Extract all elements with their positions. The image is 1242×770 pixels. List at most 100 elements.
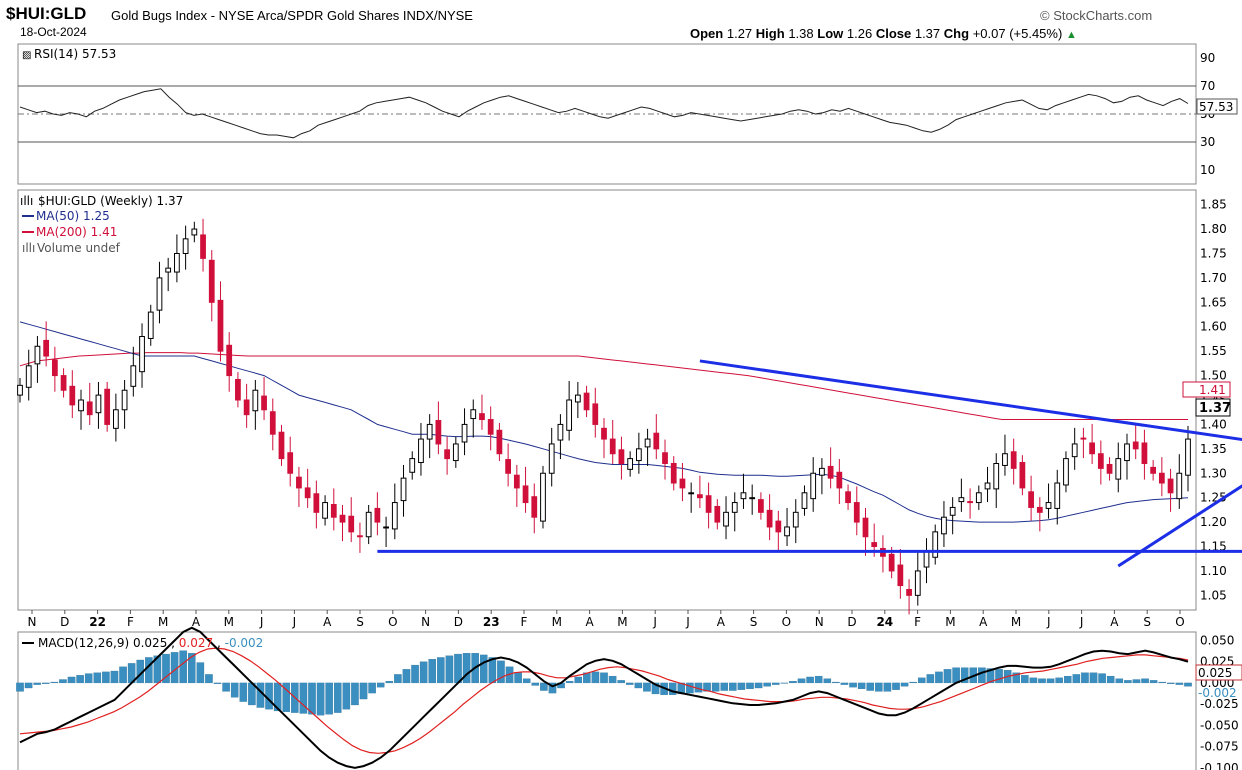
candle-body: [34, 345, 41, 365]
candle-body: [104, 388, 111, 425]
candle-body: [121, 389, 128, 411]
macd-histogram-bar: [917, 677, 926, 684]
macd-tick-label: -0.075: [1200, 740, 1239, 754]
macd-histogram-bar: [754, 682, 763, 689]
macd-histogram-bar: [1021, 675, 1029, 684]
x-tick-label: O: [388, 615, 397, 629]
candle-body: [313, 493, 320, 513]
candle-body: [1124, 443, 1130, 462]
x-tick-label: S: [356, 615, 364, 629]
macd-histogram-bar: [840, 682, 849, 685]
candle-body: [235, 378, 241, 401]
macd-histogram-bar: [33, 682, 41, 685]
macd-histogram-bar: [1098, 673, 1106, 684]
macd-histogram-bar: [385, 681, 394, 684]
macd-histogram-bar: [67, 676, 76, 684]
macd-histogram-bar: [16, 682, 24, 692]
candle-body: [113, 409, 119, 429]
candle-body: [714, 505, 721, 523]
price-tick-label: 1.30: [1200, 466, 1227, 480]
x-tick-label: J: [1079, 615, 1084, 629]
candle-body: [261, 395, 267, 411]
macd-histogram-bar: [145, 657, 153, 684]
price-tick-label: 1.80: [1200, 222, 1227, 236]
x-tick-label: 22: [89, 615, 106, 629]
low-label: Low: [817, 26, 844, 41]
candle-body: [609, 438, 616, 455]
macd-legend-prefix: MACD(12,26,9): [38, 636, 129, 650]
candle-body: [426, 423, 433, 440]
macd-histogram-bar: [909, 681, 917, 684]
candle-body: [226, 344, 233, 377]
macd-histogram-bar: [454, 653, 462, 684]
ma200-legend: MA(200) 1.41: [36, 225, 117, 239]
ma50-line: [19, 321, 1189, 523]
macd-histogram-bar: [806, 676, 814, 684]
candle-body: [845, 491, 851, 504]
macd-histogram-bar: [119, 666, 127, 684]
candle-body: [949, 506, 956, 516]
candle-body: [78, 399, 84, 412]
rsi-legend-icon: ▨: [22, 50, 31, 61]
candle-body: [1141, 442, 1148, 464]
candle-body: [705, 495, 712, 513]
open-value: 1.27: [726, 26, 753, 41]
candle-body: [1097, 453, 1104, 469]
candle-body: [444, 449, 450, 460]
macd-histogram-bar: [50, 681, 59, 684]
macd-histogram-bar: [926, 674, 935, 684]
candle-body: [644, 438, 651, 448]
rsi-legend: RSI(14) 57.53: [34, 47, 116, 61]
macd-histogram-bar: [668, 682, 677, 695]
x-tick-label: S: [1143, 615, 1151, 629]
open-label: Open: [690, 26, 724, 41]
candle-body: [200, 234, 206, 259]
macd-histogram-bar: [548, 682, 557, 694]
close-last-box: [1195, 398, 1231, 417]
candle-body: [592, 403, 599, 425]
candle-body: [191, 228, 198, 236]
ma200-last-box: [1182, 381, 1231, 398]
macd-histogram-bar: [110, 670, 119, 684]
macd-histogram-bar: [187, 653, 196, 684]
macd-histogram-bar: [634, 682, 643, 689]
x-tick-label: O: [1175, 615, 1184, 629]
candle-body: [339, 514, 346, 523]
x-tick-label: N: [421, 615, 430, 629]
candle-body: [86, 401, 93, 416]
x-tick-label: M: [1011, 615, 1021, 629]
macd-tick-label: -0.025: [1200, 697, 1239, 711]
price-tick-label: 1.35: [1200, 442, 1227, 456]
candle-body: [182, 238, 189, 254]
candle-body: [130, 365, 137, 387]
candle-body: [792, 511, 799, 528]
x-tick-label: M: [617, 615, 627, 629]
macd-histogram-bar: [196, 662, 205, 684]
candle-body: [470, 409, 477, 420]
macd-histogram-bar: [574, 676, 583, 684]
candle-body: [1115, 458, 1122, 480]
candle-body: [1045, 502, 1052, 509]
candle-body: [461, 423, 468, 443]
macd-histogram-bar: [857, 682, 866, 689]
candle-body: [1036, 506, 1043, 513]
candle-body: [322, 502, 328, 519]
macd-histogram-bar: [239, 682, 248, 702]
candle-body: [784, 526, 790, 537]
macd-histogram-bar: [497, 660, 505, 684]
macd-histogram-bar: [1072, 674, 1081, 684]
macd-histogram-bar: [737, 682, 746, 690]
candle-body: [662, 452, 668, 464]
candle-body: [348, 515, 355, 533]
macd-histogram-bar: [462, 653, 471, 684]
candle-body: [766, 509, 773, 528]
rsi-last-label: 57.53: [1199, 100, 1233, 114]
candle-body: [566, 399, 573, 431]
candle-body: [147, 311, 154, 339]
price-tick-label: 1.55: [1200, 344, 1227, 358]
candle-body: [496, 429, 503, 455]
candle-body: [819, 467, 825, 476]
candle-body: [60, 375, 67, 391]
candle-body: [522, 485, 529, 504]
macd-histogram-bar: [986, 668, 995, 684]
